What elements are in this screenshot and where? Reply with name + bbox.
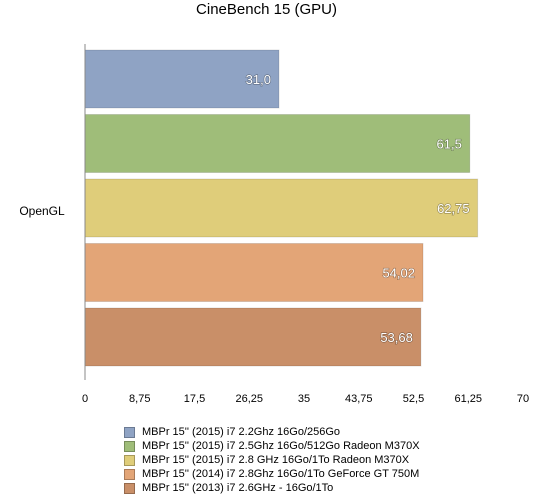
x-tick-label: 26,25 [235,393,263,405]
legend-swatch [124,426,135,438]
chart-title: CineBench 15 (GPU) [196,1,337,18]
x-tick-label: 61,25 [454,393,482,405]
x-tick-label: 43,75 [345,393,373,405]
bar-1 [84,49,280,109]
bar-2 [84,114,471,173]
legend-item-3: MBPr 15'' (2015) i7 2.8 GHz 16Go/1To Rad… [124,453,420,467]
bar-value-label-4: 54,02 [382,266,415,281]
bar-value-label-1: 31,0 [246,72,271,87]
legend-label: MBPr 15'' (2015) i7 2.5Ghz 16Go/512Go Ra… [142,440,420,452]
x-axis-ticks: 0 8,75 17,5 26,25 35 43,75 52,5 61,25 70 [82,393,529,405]
legend-item-4: MBPr 15'' (2014) i7 2.8Ghz 16Go/1To GeFo… [124,467,420,481]
bars-layer: 31,0 61,5 62,75 54,02 53,68 [84,49,479,367]
legend-item-5: MBPr 15'' (2013) i7 2.6GHz - 16Go/1To [124,481,420,495]
bar-value-label-5: 53,68 [380,330,413,345]
x-tick-label: 70 [517,393,529,405]
chart-plot: 31,0 61,5 62,75 54,02 53,68 OpenGL 0 8,75 17,5… [19,44,529,405]
legend-swatch [124,482,135,494]
category-label-opengl: OpenGL [19,204,65,218]
legend-swatch [124,454,135,466]
bar-5 [84,307,422,367]
bar-4 [84,243,424,302]
bar-value-label-3: 62,75 [437,201,470,216]
legend-label: MBPr 15'' (2015) i7 2.2Ghz 16Go/256Go [142,426,341,438]
legend-item-1: MBPr 15'' (2015) i7 2.2Ghz 16Go/256Go [124,425,420,439]
legend-swatch [124,440,135,452]
bar-3 [84,178,479,238]
x-tick-label: 35 [298,393,310,405]
x-tick-label: 8,75 [129,393,150,405]
legend-label: MBPr 15'' (2013) i7 2.6GHz - 16Go/1To [142,482,334,494]
x-tick-label: 52,5 [403,393,424,405]
legend-label: MBPr 15'' (2015) i7 2.8 GHz 16Go/1To Rad… [142,454,410,466]
legend-swatch [124,468,135,480]
legend: MBPr 15'' (2015) i7 2.2Ghz 16Go/256Go MBP… [124,425,420,495]
legend-label: MBPr 15'' (2014) i7 2.8Ghz 16Go/1To GeFo… [142,468,420,480]
x-tick-label: 0 [82,393,88,405]
bar-value-label-2: 61,5 [437,137,462,152]
x-tick-label: 17,5 [184,393,205,405]
legend-item-2: MBPr 15'' (2015) i7 2.5Ghz 16Go/512Go Ra… [124,439,420,453]
